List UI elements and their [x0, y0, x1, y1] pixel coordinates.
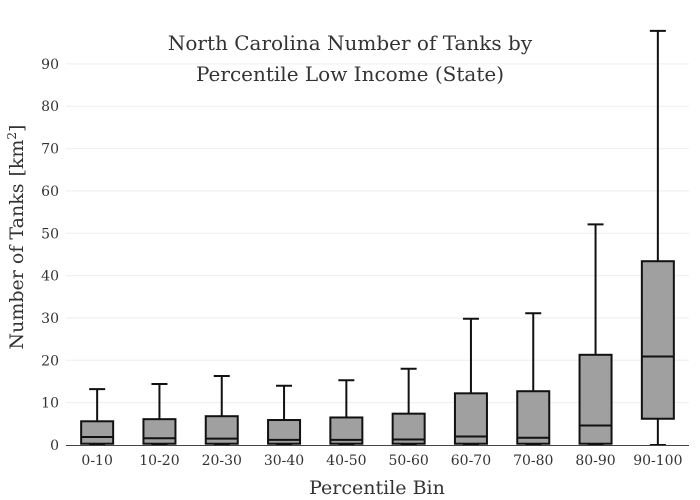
box-30-40 [267, 384, 302, 446]
box-80-90 [578, 223, 613, 446]
iqr-box [267, 419, 302, 445]
chart-title-line-1: North Carolina Number of Tanks by [168, 31, 533, 55]
x-tick-label: 60-70 [451, 453, 491, 469]
x-tick-label: 90-100 [633, 453, 682, 469]
x-tick-label: 10-20 [139, 453, 179, 469]
iqr-box [142, 418, 177, 445]
iqr-box [453, 392, 488, 445]
x-tick-labels: 0-10 10-20 20-30 30-40 40-50 50-60 60-70 70-80 8… [81, 453, 682, 469]
y-tick-label: 40 [41, 269, 59, 285]
boxes [80, 29, 675, 446]
y-tick-label: 30 [41, 311, 59, 327]
x-tick-label: 40-50 [326, 453, 366, 469]
chart-title-line-2: Percentile Low Income (State) [196, 62, 504, 86]
iqr-box [640, 260, 675, 420]
y-tick-label: 10 [41, 396, 59, 412]
x-tick-label: 30-40 [264, 453, 304, 469]
box-60-70 [453, 317, 488, 446]
y-axis-title: Number of Tanks [km2] [5, 125, 28, 350]
x-tick-label: 0-10 [81, 453, 112, 469]
x-tick-label: 20-30 [202, 453, 242, 469]
gridlines [66, 63, 689, 404]
y-axis-unit: [km [6, 140, 28, 177]
box-90-100 [640, 29, 675, 446]
y-tick-label: 70 [41, 142, 59, 158]
x-axis-title: Percentile Bin [309, 477, 445, 499]
iqr-box [516, 390, 551, 445]
x-tick-label: 80-90 [575, 453, 615, 469]
box-20-30 [204, 374, 239, 446]
y-tick-label: 0 [50, 438, 59, 454]
y-tick-label: 60 [41, 184, 59, 200]
box-10-20 [142, 383, 177, 446]
y-tick-label: 90 [41, 57, 59, 73]
y-tick-label: 20 [41, 353, 59, 369]
y-tick-labels: 0 10 20 30 40 50 60 70 80 90 [41, 57, 59, 454]
box-0-10 [80, 388, 115, 446]
y-tick-label: 50 [41, 226, 59, 242]
y-tick-label: 80 [41, 99, 59, 115]
x-tick-label: 70-80 [513, 453, 553, 469]
box-40-50 [329, 379, 364, 446]
y-axis-title-text: Number of Tanks [6, 184, 28, 350]
y-axis-unit-end: ] [6, 125, 28, 132]
box-50-60 [391, 367, 426, 446]
y-axis-unit-sup: 2 [5, 132, 19, 140]
box-70-80 [516, 312, 551, 446]
x-tick-label: 50-60 [388, 453, 428, 469]
iqr-box [80, 420, 115, 445]
iqr-box [578, 353, 613, 445]
